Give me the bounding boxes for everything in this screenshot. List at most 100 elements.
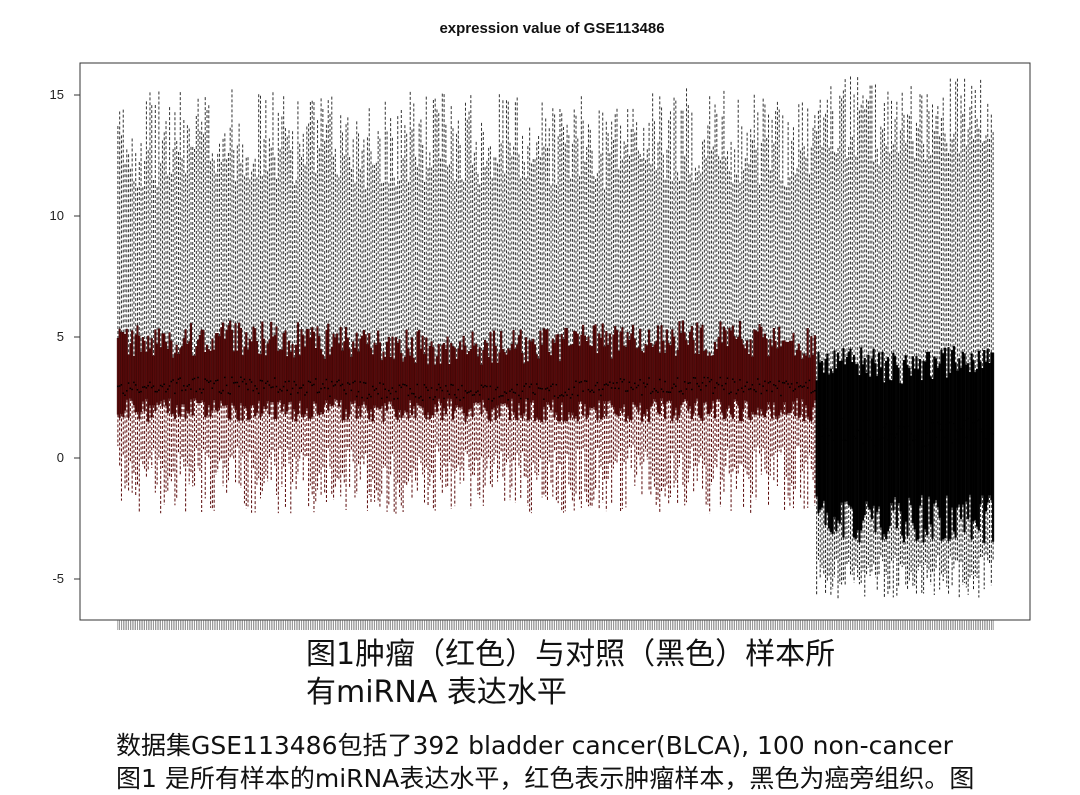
box-iqr [437,344,440,399]
box-sample [833,152,836,578]
box-sample [585,147,588,503]
box-sample [983,141,986,590]
box-sample [767,114,770,506]
box-iqr [974,372,977,521]
box-sample [311,100,314,495]
box-iqr [649,342,652,407]
box-iqr [123,333,127,411]
box-sample [118,111,121,466]
box-iqr [705,349,708,402]
box-iqr [623,345,626,405]
box-sample [836,148,840,600]
box-iqr [125,328,128,400]
box-sample [204,97,207,499]
box-sample [451,128,455,470]
box-iqr [799,350,802,415]
box-iqr [779,346,783,410]
box-iqr [122,332,125,417]
box-sample [378,138,381,507]
box-sample [161,140,164,469]
box-sample [968,107,971,578]
box-sample [526,146,529,506]
box-sample [733,149,736,469]
box-iqr [138,335,141,419]
box-sample [154,104,157,493]
box-iqr [951,350,954,508]
box-sample [519,178,522,498]
box-sample [607,133,610,482]
box-sample [812,127,815,482]
box-iqr [619,331,622,409]
y-tick-label: 15 [50,87,64,102]
box-iqr [935,358,938,501]
box-iqr [842,348,845,538]
box-iqr [141,337,144,402]
box-sample [797,104,800,447]
box-sample [696,171,699,481]
box-iqr [877,352,881,507]
box-sample [336,174,339,479]
box-sample [895,101,898,596]
box-iqr [576,333,579,422]
box-iqr [945,377,948,496]
box-sample [856,77,859,578]
box-sample [421,144,424,475]
box-sample [626,109,629,459]
box-iqr [316,326,319,414]
box-sample [279,149,282,449]
box-iqr [920,380,923,496]
box-sample [756,112,759,448]
box-iqr [596,353,599,420]
box-iqr [209,350,212,417]
box-sample [587,124,590,507]
box-iqr [280,349,283,412]
box-sample [140,143,143,460]
box-sample [608,153,611,463]
box-sample [935,115,938,570]
box-iqr [287,340,291,403]
box-iqr [608,333,611,401]
box-iqr [918,359,922,506]
box-sample [503,173,506,502]
box-sample [936,106,939,557]
box-iqr [478,347,481,403]
box-sample [671,181,674,454]
box-iqr [293,357,296,410]
box-iqr [357,351,360,406]
box-sample [156,187,159,485]
box-sample [179,92,182,475]
box-iqr [373,342,376,406]
box-sample [414,156,417,483]
box-sample [943,133,947,574]
box-iqr [664,352,667,419]
box-iqr [808,357,811,420]
box-sample [760,142,763,475]
box-sample [794,174,797,491]
box-sample [605,121,608,512]
box-sample [924,160,927,565]
box-sample [842,90,845,581]
box-sample [633,132,636,486]
box-iqr [610,358,613,406]
box-sample [546,147,549,502]
box-sample [683,156,686,506]
box-sample [325,124,328,502]
box-sample [284,128,287,507]
box-sample [136,187,139,485]
box-sample [819,99,822,579]
box-sample [976,118,979,579]
box-iqr [222,322,225,406]
box-iqr [425,337,428,419]
box-iqr [637,347,640,413]
box-sample [986,103,989,562]
box-iqr [753,329,756,415]
box-iqr [523,363,526,414]
box-iqr [740,339,743,421]
box-sample [566,124,569,455]
box-sample [845,158,848,565]
box-iqr [803,353,806,421]
box-sample [435,109,439,447]
box-sample [715,113,718,469]
box-sample [747,164,750,479]
box-iqr [134,334,137,413]
